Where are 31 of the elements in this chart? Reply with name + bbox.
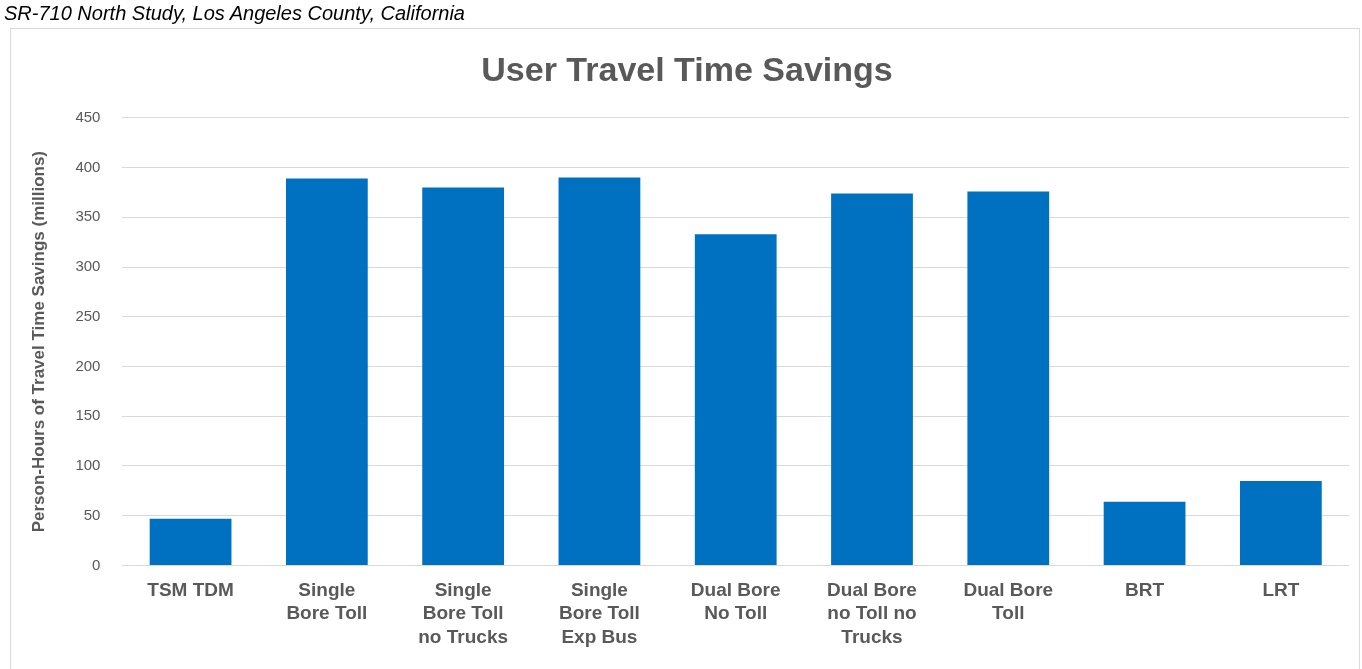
- x-tick-label: LRT: [1262, 579, 1300, 601]
- bar: [422, 187, 505, 565]
- y-tick-label: 50: [83, 505, 101, 523]
- y-tick-label: 100: [75, 456, 101, 474]
- y-tick-label: 300: [75, 257, 101, 275]
- y-tick-label: 400: [75, 157, 101, 175]
- x-tick-label: Dual Bore no Toll no Trucks: [827, 579, 917, 647]
- x-tick-label: TSM TDM: [147, 579, 234, 601]
- bar: [285, 178, 368, 565]
- y-tick-label: 250: [75, 306, 101, 324]
- y-tick-label: 450: [75, 107, 101, 125]
- bar: [967, 191, 1050, 565]
- x-tick-label: Single Bore Toll Exp Bus: [558, 579, 640, 647]
- y-tick-label: 200: [75, 356, 101, 374]
- x-tick-label: Dual Bore No Toll: [690, 579, 781, 624]
- x-tick-label: Single Bore Toll: [286, 579, 368, 624]
- bar: [831, 193, 913, 565]
- x-tick-label: BRT: [1125, 579, 1165, 601]
- bar: [1103, 501, 1186, 565]
- y-tick-label: 350: [75, 207, 101, 225]
- bar: [694, 234, 777, 565]
- text: SR-710 North Study, Los Angeles County, California: [4, 2, 465, 25]
- bar: [149, 518, 232, 565]
- x-tick-label: Single Bore Toll no Trucks: [418, 579, 509, 647]
- y-axis-title: Person-Hours of Travel Time Savings (millions): [28, 150, 48, 533]
- y-tick-label: 0: [92, 555, 101, 573]
- bar: [1239, 480, 1322, 565]
- y-tick-label: 150: [75, 406, 101, 424]
- bar: [558, 177, 641, 565]
- chart-title: User Travel Time Savings: [481, 49, 893, 88]
- x-tick-label: Dual Bore Toll: [963, 579, 1054, 624]
